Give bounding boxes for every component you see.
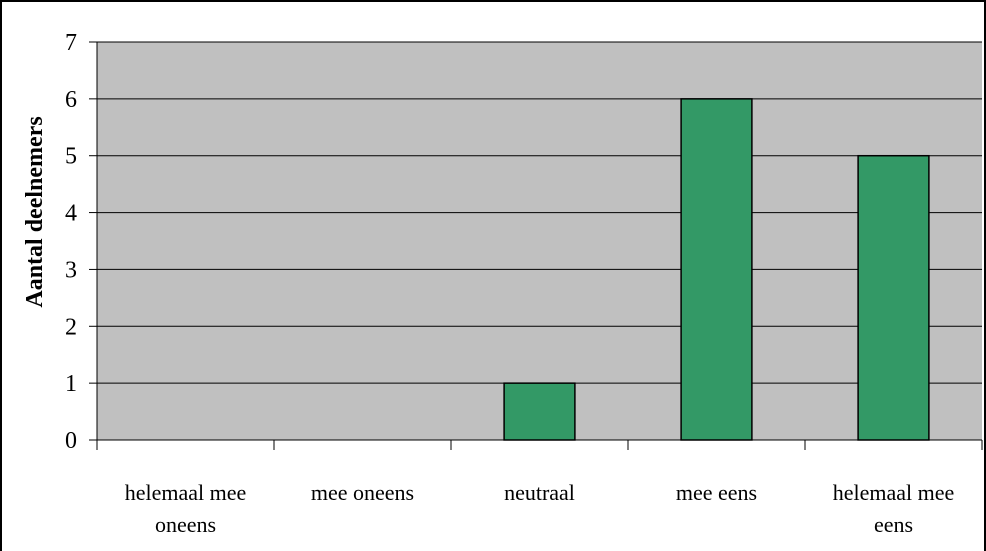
y-tick-label-3: 3 <box>65 257 77 283</box>
y-tick-label-6: 6 <box>65 87 77 113</box>
x-tick-label-3-0: mee eens <box>676 480 757 505</box>
x-tick-label-4-1: eens <box>874 512 913 537</box>
bar-3 <box>680 98 753 441</box>
y-tick-label-2: 2 <box>65 314 77 340</box>
x-tick-label-4-0: helemaal mee <box>833 480 955 505</box>
y-axis-title: Aantal deelnemers <box>22 116 48 307</box>
y-tick-label-4: 4 <box>65 201 77 227</box>
bar-2 <box>503 382 576 441</box>
plot-area: 0 1 2 3 4 5 6 7 helemaal mee oneens mee oneens neut… <box>65 30 983 537</box>
y-tick-label-0: 0 <box>65 428 77 454</box>
x-tick-label-0-1: oneens <box>155 512 216 537</box>
x-tick-label-2-0: neutraal <box>504 480 575 505</box>
y-tick-label-1: 1 <box>65 371 77 397</box>
y-tick-label-7: 7 <box>65 30 77 56</box>
x-tick-label-0-0: helemaal mee <box>125 480 247 505</box>
x-tick-label-1-0: mee oneens <box>311 480 414 505</box>
bar-4 <box>857 154 930 441</box>
plot-background <box>97 42 982 440</box>
y-tick-label-5: 5 <box>65 144 77 170</box>
